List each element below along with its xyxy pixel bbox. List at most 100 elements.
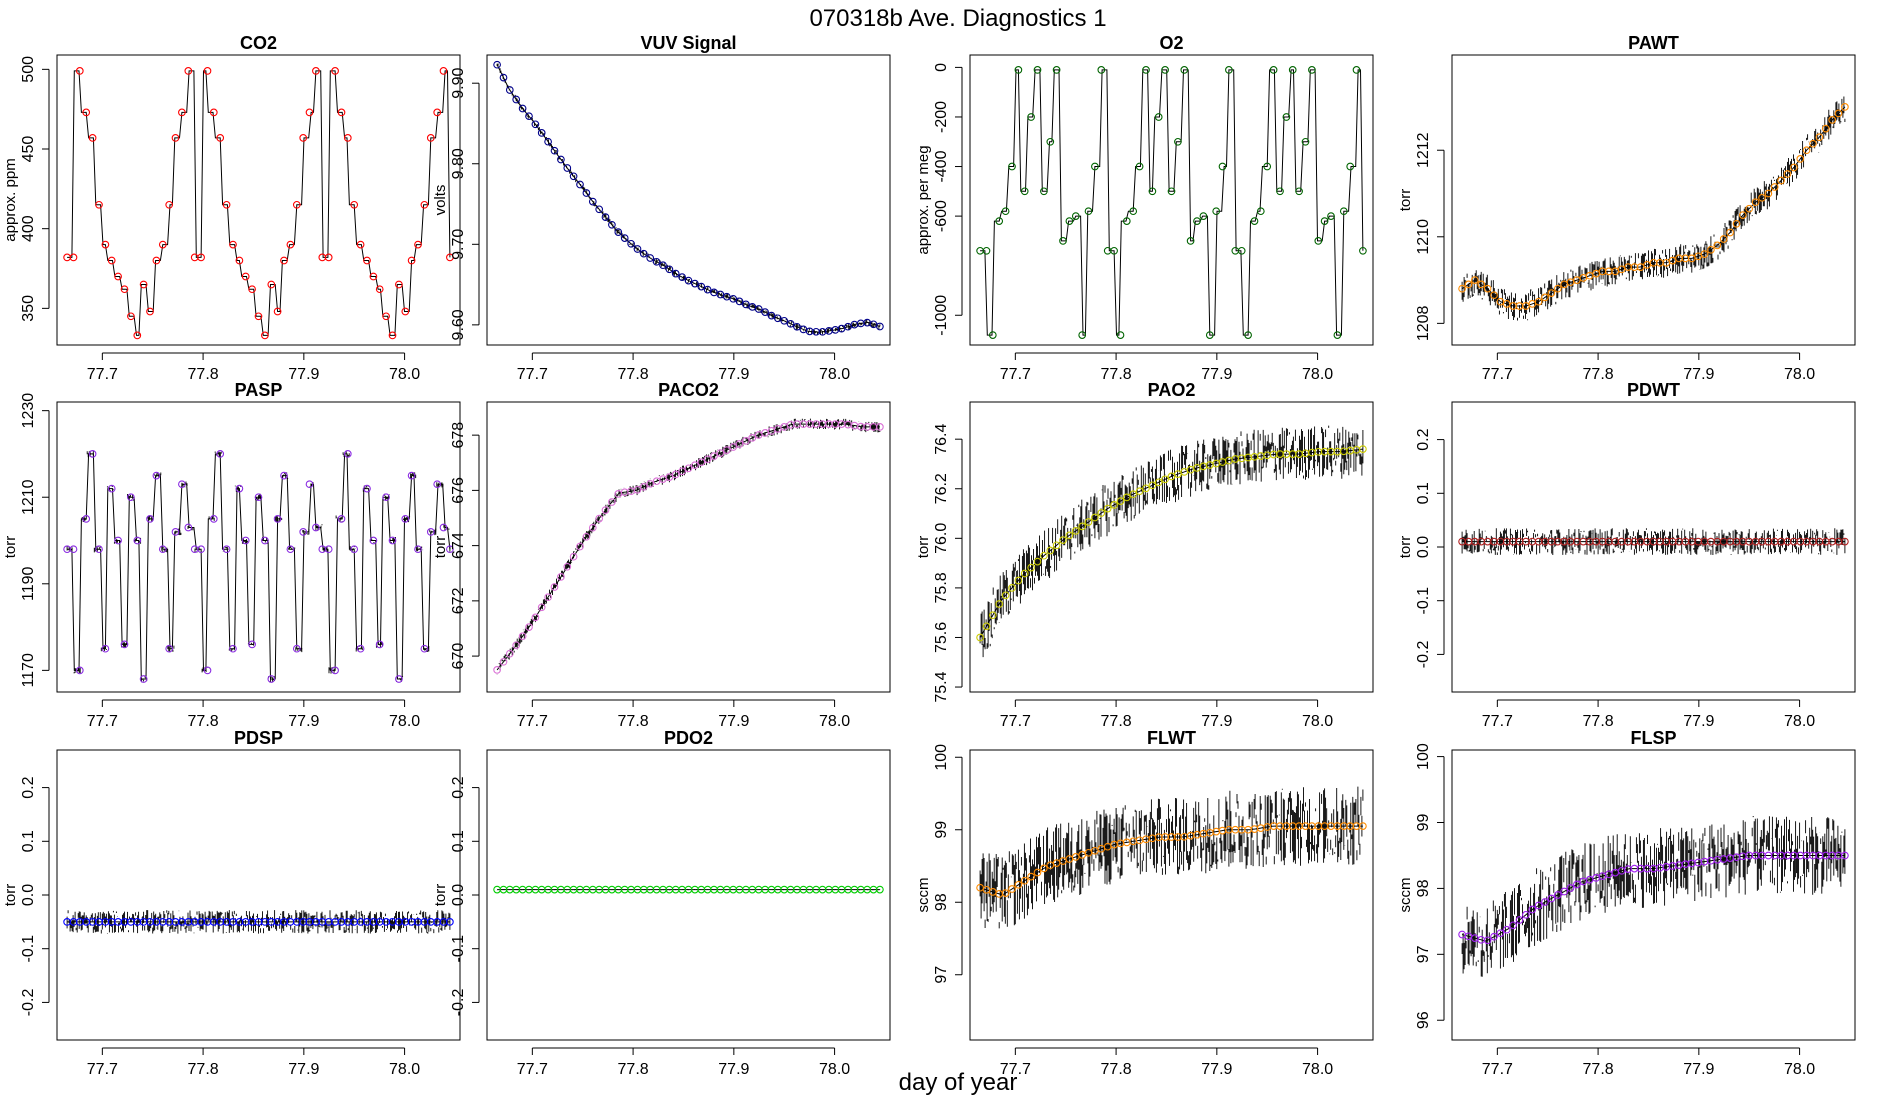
paco2-avg-point (646, 479, 655, 488)
co2-x-tick-label: 77.8 (188, 366, 219, 383)
flwt-y-axis: 97 98 99 100 (933, 744, 963, 984)
vuv-signal-y-tick-label: 9.70 (450, 229, 467, 260)
x-axis-title: day of year (899, 1069, 1018, 1096)
o2-avg-point (1295, 187, 1303, 196)
vuv-signal-avg-point (793, 322, 801, 331)
o2-x-tick-label: 77.9 (1201, 366, 1232, 383)
pasp-avg-point (241, 536, 250, 545)
o2-x-tick-label: 77.8 (1101, 366, 1132, 383)
pao2-avg-point (1167, 472, 1176, 481)
vuv-signal-x-axis: 77.7 77.8 77.9 78.0 (517, 352, 850, 383)
flsp-title: FLSP (1630, 728, 1676, 748)
pasp-avg-point (433, 480, 442, 489)
pao2-x-tick-label: 77.7 (1000, 713, 1031, 730)
paco2-avg-point (703, 455, 712, 464)
pasp-noise-band (66, 450, 451, 683)
vuv-signal-avg-point (767, 311, 776, 320)
co2-avg-point (101, 240, 110, 249)
flsp-avg-point (1515, 916, 1524, 924)
vuv-signal-x-tick-label: 77.8 (618, 366, 649, 383)
pdwt-y-axis: -0.2 -0.1 0.0 0.1 0.2 (1415, 428, 1445, 668)
pasp-title: PASP (235, 380, 283, 400)
paco2-avg-point (525, 623, 533, 631)
vuv-signal-y-tick-label: 9.80 (450, 148, 467, 179)
co2-y-label: approx. ppm (2, 158, 19, 241)
pawt-avg-point (1713, 241, 1722, 250)
paco2-y-tick-label: 672 (450, 587, 467, 614)
flsp-y-tick-label: 96 (1415, 1011, 1432, 1029)
co2-avg-point (146, 307, 154, 316)
pao2-y-tick-label: 75.6 (933, 622, 950, 653)
flsp-x-tick-label: 77.9 (1683, 1061, 1714, 1078)
o2-avg-point (1122, 217, 1131, 225)
co2-y-tick-label: 400 (20, 215, 37, 242)
pdsp-x-tick-label: 77.8 (188, 1061, 219, 1078)
paco2-avg-point (576, 542, 584, 551)
o2-avg-point (1078, 331, 1087, 339)
pasp-avg-point (299, 528, 308, 536)
pawt-avg-point (1777, 176, 1785, 185)
pdsp-plot-frame (56, 749, 461, 1041)
pawt-avg-point (1790, 163, 1798, 172)
co2-y-tick-label: 500 (20, 56, 37, 83)
flwt-x-axis: 77.7 77.8 77.9 78.0 (1000, 1047, 1333, 1078)
vuv-signal-avg-point (684, 276, 693, 285)
flwt-x-tick-label: 77.9 (1201, 1061, 1232, 1078)
pao2-avg-point (1122, 493, 1131, 502)
pasp-avg-point (235, 484, 244, 493)
vuv-signal-x-tick-label: 77.9 (718, 366, 749, 383)
vuv-signal-avg-point (569, 172, 578, 181)
co2-avg-point (127, 312, 135, 321)
pasp-avg-point (305, 480, 314, 489)
vuv-signal-avg-point (576, 180, 584, 189)
co2-avg-point (356, 240, 365, 249)
o2-avg-point (1250, 217, 1259, 225)
pawt-avg-point (1796, 155, 1805, 163)
pdwt-x-tick-label: 77.8 (1583, 713, 1614, 730)
pdwt-y-tick-label: 0.1 (1415, 482, 1432, 504)
pasp-avg-point (139, 675, 148, 683)
pawt-avg-point (1828, 116, 1837, 124)
pawt-avg-point (1541, 293, 1549, 302)
pawt-avg-point (1738, 211, 1747, 219)
panel-pdsp: PDSP 77.7 77.8 77.9 78.0 -0.2 -0.1 0.0 0.1 0.2 tor… (2, 728, 461, 1078)
paco2-avg-point (722, 446, 731, 454)
pasp-avg-point (133, 536, 142, 545)
vuv-signal-avg-point (703, 285, 712, 294)
pasp-x-tick-label: 77.7 (87, 713, 118, 730)
vuv-signal-avg-point (639, 249, 648, 258)
o2-avg-point (1276, 187, 1284, 196)
o2-avg-point (1001, 207, 1010, 216)
pawt-y-tick-label: 1212 (1415, 132, 1432, 168)
flwt-trace (979, 825, 1363, 896)
pao2-avg-point (995, 600, 1004, 608)
flsp-avg-point (1496, 929, 1505, 938)
paco2-avg-point (671, 470, 680, 479)
pao2-avg-point (1084, 518, 1093, 526)
flwt-y-label: sccm (915, 878, 932, 913)
pawt-avg-point (1719, 235, 1728, 243)
pawt-avg-point (1745, 204, 1754, 213)
pdsp-y-tick-label: -0.1 (20, 935, 37, 963)
co2-avg-point (343, 134, 352, 142)
o2-title: O2 (1159, 33, 1183, 53)
flwt-plot-frame (969, 749, 1374, 1041)
pasp-x-tick-label: 78.0 (389, 713, 420, 730)
pawt-title: PAWT (1628, 33, 1679, 53)
pdo2-x-tick-label: 77.7 (517, 1061, 548, 1078)
vuv-signal-avg-point (518, 104, 527, 113)
vuv-signal-y-label: volts (432, 185, 449, 216)
co2-avg-point (165, 200, 174, 209)
vuv-signal-x-tick-label: 78.0 (819, 366, 850, 383)
vuv-signal-avg-point (671, 269, 680, 278)
pasp-avg-point (401, 515, 410, 523)
pawt-avg-point (1726, 228, 1734, 237)
pao2-avg-point (1052, 541, 1061, 550)
pawt-avg-point (1470, 276, 1479, 284)
o2-x-tick-label: 77.7 (1000, 366, 1031, 383)
co2-avg-point (305, 108, 314, 117)
pasp-avg-point (82, 515, 91, 523)
flwt-avg-point (1001, 889, 1010, 897)
paco2-avg-point (716, 449, 725, 457)
